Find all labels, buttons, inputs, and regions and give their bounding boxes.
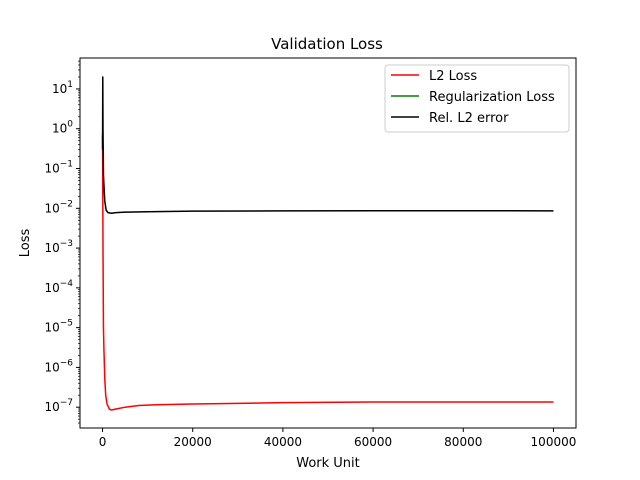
legend-label: Regularization Loss xyxy=(429,90,555,105)
x-axis: 0 20000 40000 60000 80000 100000 xyxy=(99,428,577,449)
x-axis-label: Work Unit xyxy=(296,456,360,471)
legend-label: Rel. L2 error xyxy=(429,111,509,126)
plot-area-frame xyxy=(79,57,577,429)
legend-box xyxy=(384,64,570,133)
legend: L2 Loss Regularization Loss Rel. L2 error xyxy=(384,64,570,133)
y-axis: 10−7 10−6 10−5 10−4 10−3 10−2 10−1 100 101 xyxy=(44,60,80,424)
legend-label: L2 Loss xyxy=(429,69,477,84)
y-tick-label: 10−1 xyxy=(44,160,73,176)
x-tick-label: 60000 xyxy=(354,435,392,449)
series-layer xyxy=(101,76,554,411)
y-tick-label: 10−2 xyxy=(44,199,73,215)
x-tick-label: 20000 xyxy=(174,435,212,449)
x-tick-label: 100000 xyxy=(531,435,577,449)
series-line-rel-l2-error xyxy=(101,76,554,215)
y-tick-label: 10−4 xyxy=(44,279,73,295)
y-tick-label: 100 xyxy=(52,120,73,136)
y-axis-label: Loss xyxy=(18,229,33,258)
y-tick-label: 10−5 xyxy=(44,319,73,335)
x-tick-label: 0 xyxy=(99,435,107,449)
y-tick-label: 10−3 xyxy=(44,239,73,255)
y-tick-label: 10−7 xyxy=(44,398,73,414)
y-tick-label: 101 xyxy=(52,80,73,96)
y-tick-label: 10−6 xyxy=(44,358,73,374)
chart-title: Validation Loss xyxy=(271,35,383,53)
x-tick-label: 40000 xyxy=(264,435,302,449)
series-line-l2-loss xyxy=(101,134,554,411)
x-tick-label: 80000 xyxy=(444,435,482,449)
